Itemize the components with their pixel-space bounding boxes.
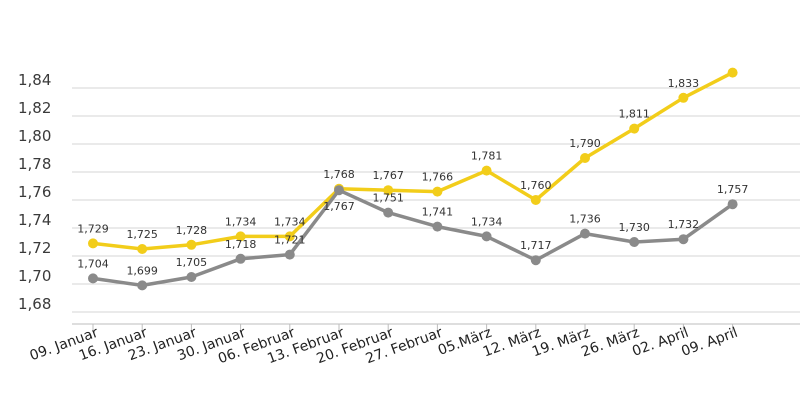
data-point-yellow: [137, 244, 148, 254]
series-line-yellow: [92, 71, 734, 251]
data-label-yellow: 1,811: [618, 108, 650, 121]
data-point-yellow: [629, 123, 640, 134]
data-label-yellow: 1,766: [422, 171, 454, 184]
data-label-gray: 1,717: [520, 239, 552, 252]
data-label-gray: 1,705: [176, 256, 208, 269]
data-point-gray: [334, 185, 344, 196]
data-label-yellow: 1,725: [126, 228, 158, 241]
data-label-gray: 1,721: [274, 234, 306, 247]
data-point-gray: [235, 253, 246, 264]
data-point-yellow: [727, 67, 738, 78]
data-point-yellow: [383, 185, 394, 196]
data-label-yellow: 1,729: [77, 222, 109, 235]
data-label-yellow: 1,728: [176, 224, 208, 237]
data-point-yellow: [186, 239, 197, 250]
data-point-yellow: [530, 195, 541, 205]
data-label-yellow: 1,767: [372, 169, 404, 182]
data-label-yellow: 1,781: [471, 150, 503, 163]
y-tick-label: 1,74: [18, 211, 51, 229]
data-label-gray: 1,734: [471, 215, 503, 228]
data-point-yellow: [284, 231, 295, 242]
series-line-gray: [92, 188, 734, 288]
x-tick-label: 02. April: [630, 325, 691, 360]
data-label-yellow: 1,833: [668, 77, 700, 90]
data-point-gray: [383, 207, 394, 218]
data-label-gray: 1,730: [618, 221, 650, 234]
data-point-yellow: [432, 186, 443, 197]
data-label-gray: 1,736: [569, 213, 601, 226]
data-point-yellow: [678, 92, 689, 103]
data-label-gray: 1,767: [323, 200, 355, 213]
y-tick-label: 1,76: [18, 183, 51, 201]
data-label-gray: 1,732: [668, 218, 700, 231]
y-tick-label: 1,82: [18, 99, 51, 117]
data-label-gray: 1,751: [372, 192, 404, 205]
data-point-gray: [432, 221, 443, 232]
data-label-gray: 1,704: [77, 257, 109, 270]
data-point-gray: [580, 228, 590, 239]
data-label-yellow: 1,768: [323, 168, 355, 181]
y-tick-label: 1,78: [18, 155, 51, 173]
data-point-gray: [629, 237, 640, 247]
data-label-gray: 1,741: [422, 206, 454, 219]
data-point-gray: [481, 231, 492, 242]
data-label-yellow: 1,760: [520, 179, 552, 192]
y-tick-label: 1,72: [18, 239, 51, 257]
data-point-gray: [186, 272, 197, 282]
data-label-yellow: 1,734: [225, 215, 257, 228]
data-point-gray: [284, 249, 295, 260]
data-label-yellow: 1,734: [274, 215, 306, 228]
data-label-yellow: 1,790: [569, 137, 601, 150]
data-point-gray: [88, 273, 98, 284]
x-tick-label: 09. April: [679, 325, 740, 360]
data-point-yellow: [481, 165, 492, 176]
data-label-gray: 1,718: [225, 238, 257, 251]
data-point-yellow: [88, 238, 98, 249]
y-tick-label: 1,84: [18, 71, 51, 89]
data-point-yellow: [235, 231, 246, 242]
y-tick-label: 1,70: [18, 267, 51, 285]
data-label-gray: 1,757: [717, 183, 749, 196]
data-point-gray: [727, 199, 738, 210]
y-tick-label: 1,80: [18, 127, 51, 145]
data-point-gray: [678, 234, 689, 245]
data-point-yellow: [580, 153, 590, 163]
data-label-gray: 1,699: [126, 264, 158, 277]
data-point-gray: [530, 255, 541, 266]
data-point-gray: [137, 280, 148, 291]
y-tick-label: 1,68: [18, 295, 51, 313]
